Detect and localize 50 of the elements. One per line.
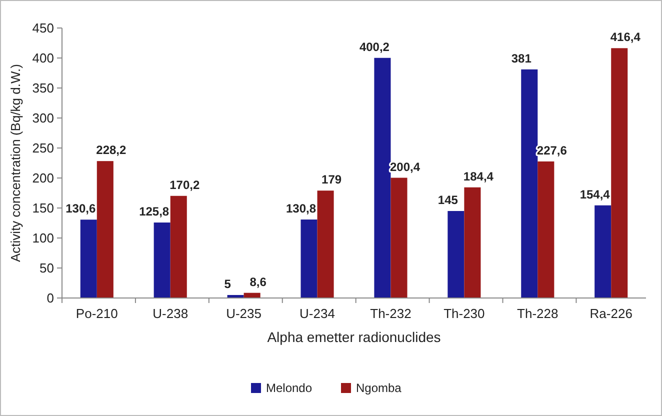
bar [448,211,464,298]
y-tick-label: 50 [40,260,54,276]
y-tick-label: 250 [32,140,54,156]
bar [390,178,408,298]
bar [96,161,114,298]
legend-label: Ngomba [356,381,402,396]
y-axis-title: Activity concentration (Bq/kg d.W.) [8,64,23,262]
y-tick-label: 0 [46,290,54,306]
x-tick-label: U-235 [226,306,262,321]
bar [154,222,170,298]
y-tick-label: 450 [32,20,54,36]
data-label: 145 [438,193,458,207]
data-label: 8,6 [250,274,267,289]
data-label: 381 [511,51,532,66]
y-tick-label: 100 [32,230,54,246]
data-label: 130,8 [286,202,316,216]
data-label: 130,6 [66,202,96,216]
bar [611,48,628,298]
bar [374,58,391,298]
x-tick-label: Th-228 [517,306,558,321]
x-tick-label: Th-232 [370,306,412,321]
data-label: 5 [224,277,232,291]
x-tick-label: U-238 [152,306,188,321]
x-tick-label: U-234 [300,306,335,321]
data-label: 400,2 [359,40,390,54]
y-tick-label: 300 [32,110,54,126]
y-tick-label: 350 [32,80,54,96]
y-tick-label: 150 [32,200,54,216]
bar [464,187,481,298]
data-label: 170,2 [170,178,200,192]
bar [317,190,334,298]
x-axis-title: Alpha emetter radionuclides [267,329,441,345]
bar [538,161,554,298]
bar [594,205,612,298]
data-label: 154,4 [580,187,610,202]
bar [80,220,97,298]
x-tick-label: Th-230 [444,306,485,321]
data-label: 228,2 [96,143,126,158]
bar [521,69,538,298]
x-tick-label: Ra-226 [590,306,632,321]
data-label: 125,8 [139,204,170,219]
bar [170,196,187,298]
data-label: 416,4 [610,30,641,44]
y-tick-label: 200 [32,170,54,186]
bar [300,220,318,298]
legend-label: Melondo [266,381,312,396]
data-label: 179 [322,172,342,187]
x-tick-label: Po-210 [76,306,118,321]
data-label: 184,4 [463,169,494,184]
y-tick-label: 400 [32,50,54,66]
